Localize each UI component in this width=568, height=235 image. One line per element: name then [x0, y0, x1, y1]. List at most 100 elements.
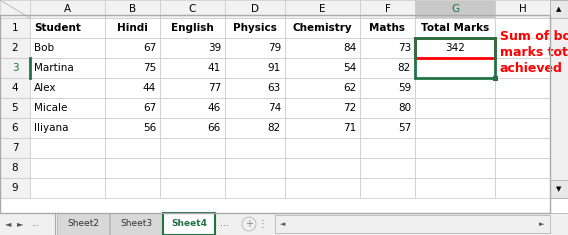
Text: ►: ► — [16, 219, 23, 228]
Bar — [0, 18, 30, 38]
Bar — [160, 0, 225, 18]
Bar — [160, 18, 225, 38]
Bar — [285, 78, 360, 98]
Bar — [110, 213, 162, 235]
Bar — [360, 178, 415, 198]
Bar — [160, 98, 225, 118]
Bar — [225, 0, 285, 18]
Bar — [225, 118, 285, 138]
Bar — [495, 178, 550, 198]
Bar — [495, 118, 550, 138]
Bar — [0, 138, 30, 158]
Text: Student: Student — [34, 23, 81, 33]
Bar — [0, 213, 568, 235]
Bar — [415, 118, 495, 138]
Bar — [285, 158, 360, 178]
Bar — [360, 0, 415, 18]
Bar — [495, 58, 550, 78]
Text: ⋮: ⋮ — [258, 219, 268, 229]
Bar — [492, 75, 498, 81]
Text: 80: 80 — [398, 103, 411, 113]
Bar — [550, 0, 568, 18]
Text: E: E — [319, 4, 326, 14]
Bar — [30, 178, 105, 198]
Bar — [160, 38, 225, 58]
Bar — [30, 58, 105, 78]
Bar — [285, 18, 360, 38]
Bar — [105, 138, 160, 158]
Bar — [360, 98, 415, 118]
Bar — [0, 118, 30, 138]
Text: 342: 342 — [471, 43, 491, 53]
Text: +: + — [245, 219, 253, 229]
Bar — [360, 158, 415, 178]
Bar — [105, 158, 160, 178]
Text: English: English — [171, 23, 214, 33]
Bar — [105, 178, 160, 198]
Bar — [0, 58, 30, 78]
Text: 67: 67 — [143, 103, 156, 113]
Text: 73: 73 — [398, 43, 411, 53]
Bar — [285, 58, 360, 78]
Bar — [30, 38, 105, 58]
Bar — [105, 58, 160, 78]
Text: Hindi: Hindi — [117, 23, 148, 33]
Bar — [160, 138, 225, 158]
Bar — [0, 15, 550, 213]
Bar — [225, 178, 285, 198]
Bar — [285, 178, 360, 198]
Bar — [105, 118, 160, 138]
Bar — [163, 213, 215, 235]
Text: 66: 66 — [208, 123, 221, 133]
Bar — [225, 18, 285, 38]
Bar — [360, 78, 415, 98]
Bar — [285, 138, 360, 158]
Bar — [495, 18, 550, 38]
Bar — [415, 38, 495, 58]
Bar — [0, 98, 30, 118]
Text: A: A — [64, 4, 71, 14]
Text: ◄: ◄ — [5, 219, 11, 228]
Text: D: D — [251, 4, 259, 14]
Bar — [225, 158, 285, 178]
Text: 54: 54 — [343, 63, 356, 73]
Text: 84: 84 — [343, 43, 356, 53]
Bar — [495, 0, 550, 18]
Bar — [30, 158, 105, 178]
Bar — [105, 98, 160, 118]
Bar — [285, 38, 360, 58]
Bar — [360, 38, 415, 58]
Bar — [0, 0, 30, 18]
Bar — [415, 38, 495, 78]
Bar — [550, 0, 568, 198]
Text: 82: 82 — [268, 123, 281, 133]
Bar — [105, 78, 160, 98]
Text: Martina: Martina — [34, 63, 74, 73]
Text: 342: 342 — [445, 43, 465, 53]
Text: 62: 62 — [343, 83, 356, 93]
Text: G: G — [451, 4, 459, 14]
Text: 75: 75 — [143, 63, 156, 73]
Bar — [30, 138, 105, 158]
Bar — [225, 138, 285, 158]
Bar — [415, 78, 495, 98]
Bar — [0, 0, 550, 198]
Text: ...: ... — [220, 219, 228, 228]
Bar — [225, 38, 285, 58]
Text: Total Marks: Total Marks — [421, 23, 489, 33]
Bar — [30, 18, 105, 38]
Bar — [415, 0, 495, 18]
Text: 77: 77 — [208, 83, 221, 93]
Bar — [415, 98, 495, 118]
Bar — [285, 0, 360, 18]
Text: 4: 4 — [12, 83, 18, 93]
Bar — [225, 58, 285, 78]
Text: Physics: Physics — [233, 23, 277, 33]
Text: 91: 91 — [268, 63, 281, 73]
Text: 41: 41 — [208, 63, 221, 73]
Text: Alex: Alex — [34, 83, 56, 93]
Text: ▲: ▲ — [556, 6, 562, 12]
Bar — [550, 180, 568, 198]
Bar — [105, 38, 160, 58]
Bar — [275, 215, 550, 233]
